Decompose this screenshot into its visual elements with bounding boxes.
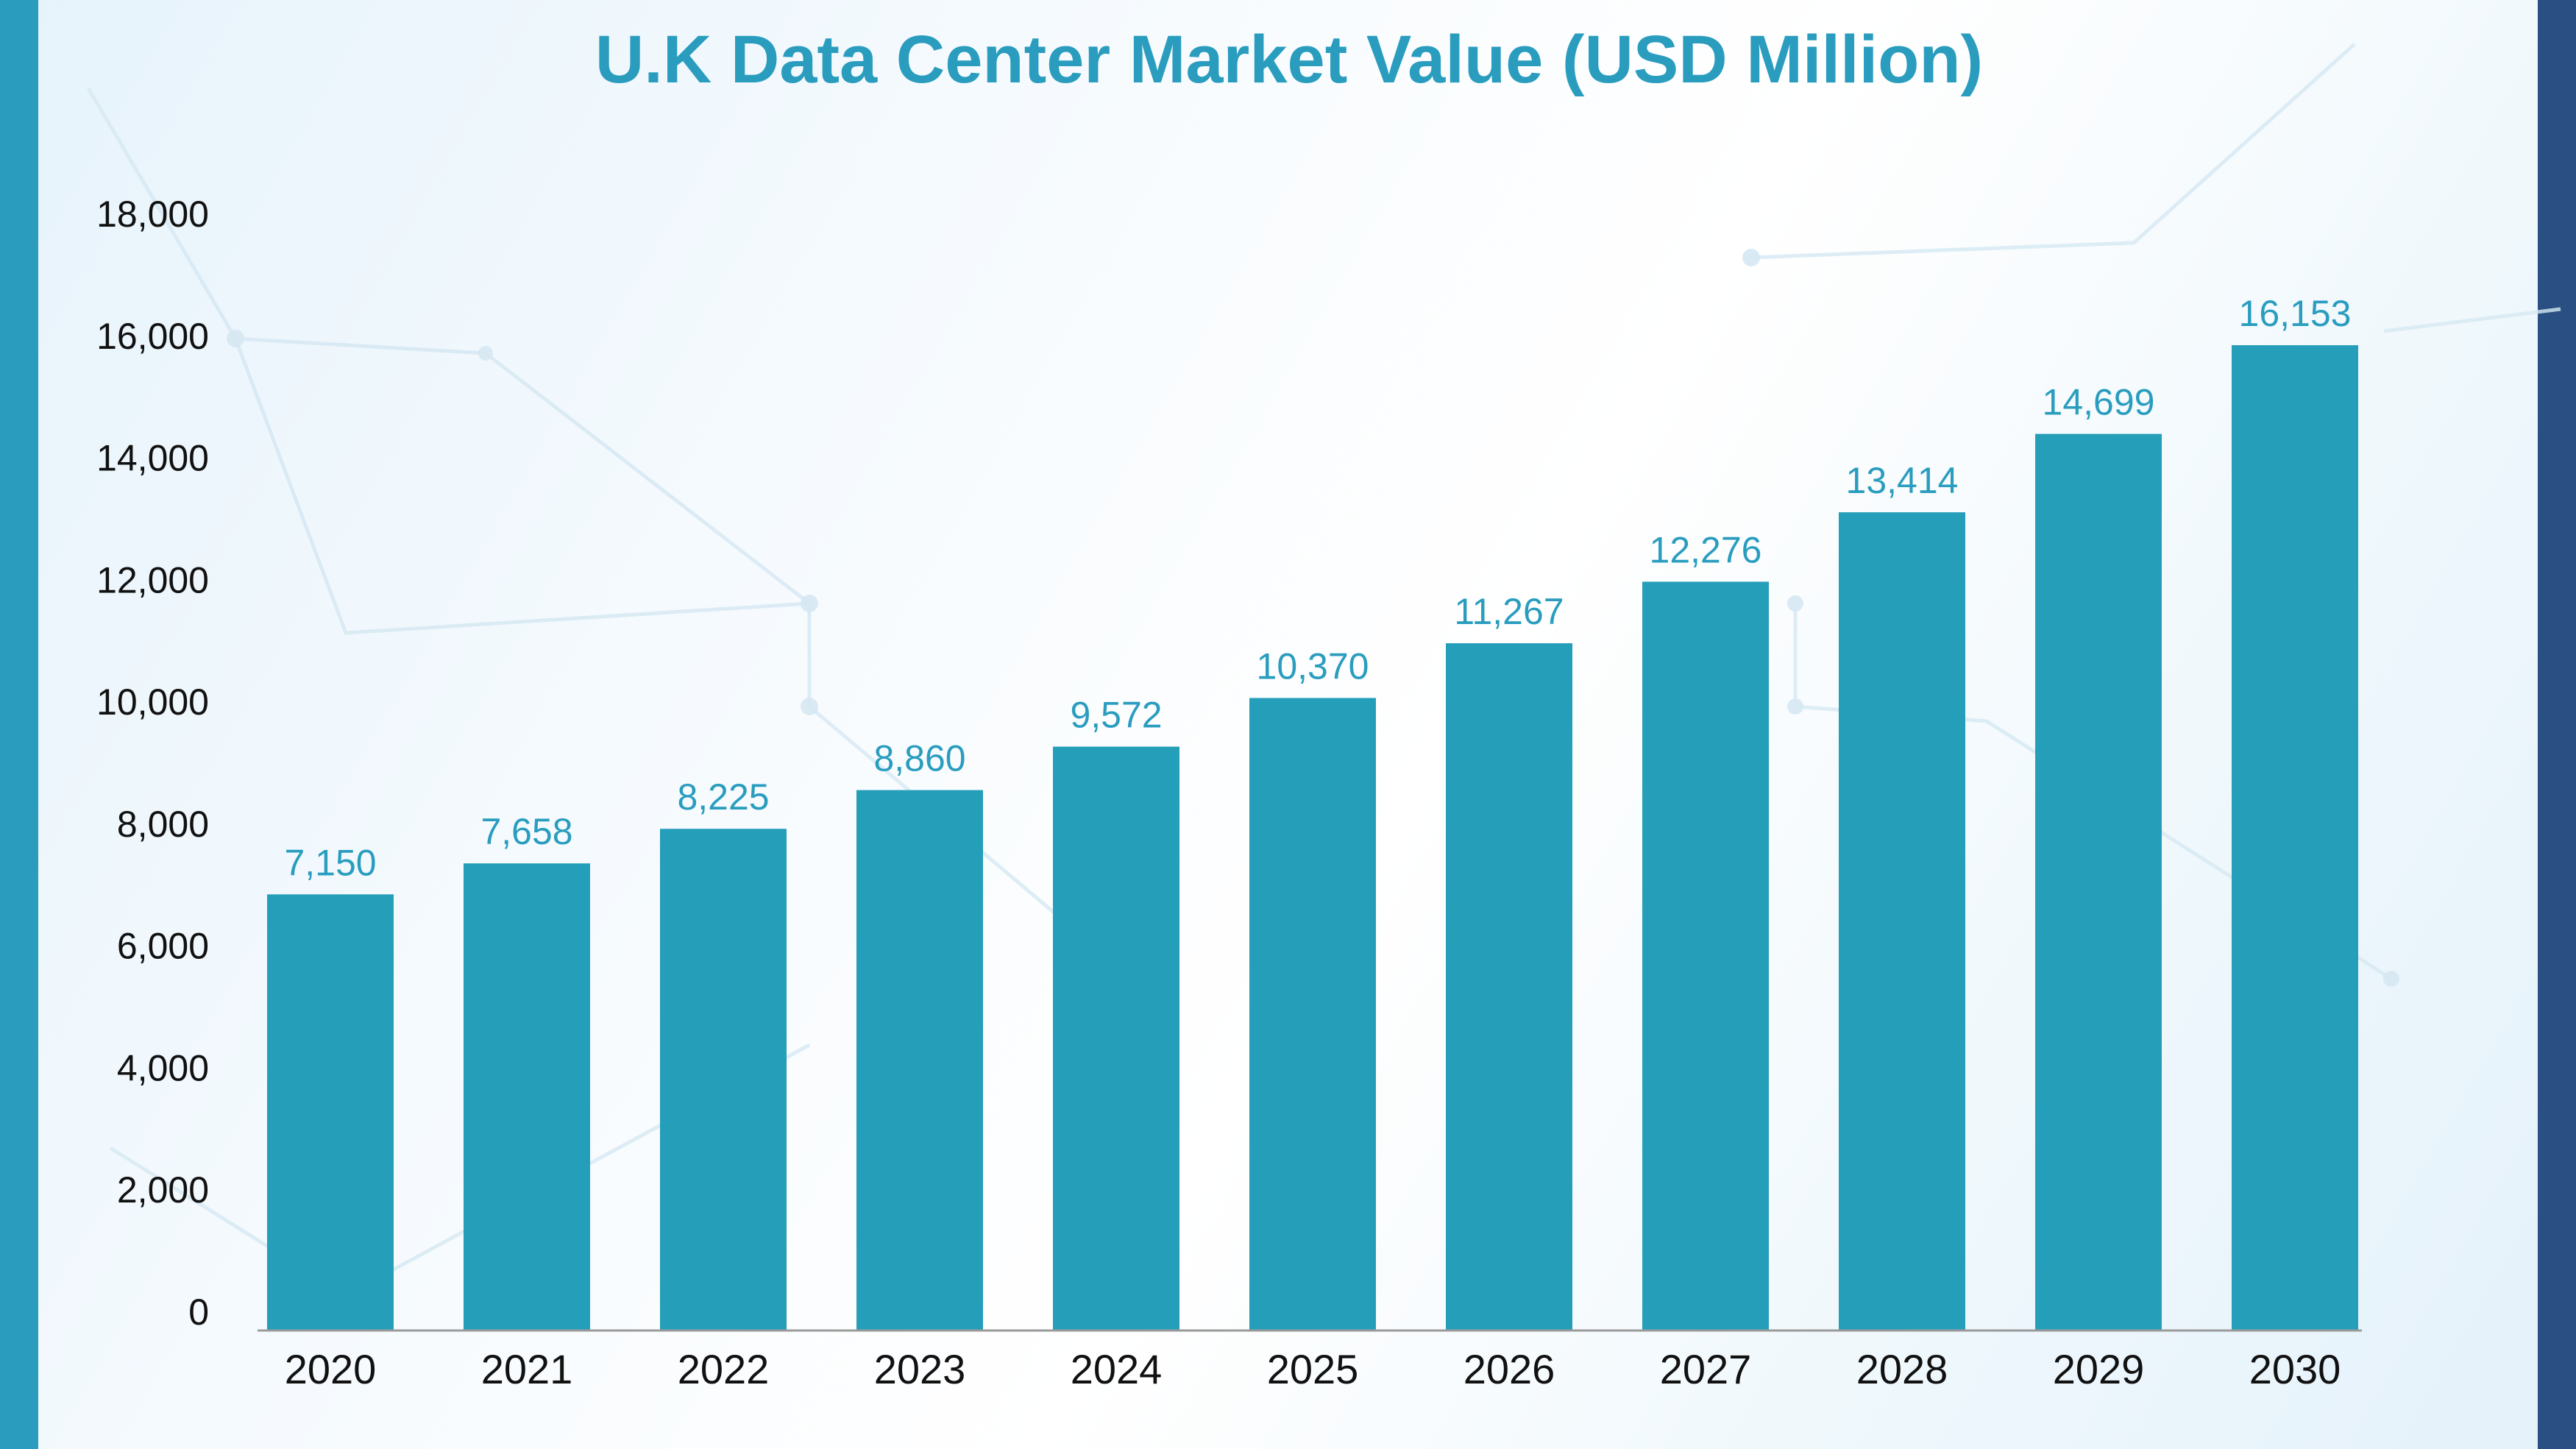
value-label-2024: 9,572	[1070, 695, 1162, 736]
y-tick-label: 14,000	[96, 438, 209, 479]
right-accent-band	[2538, 0, 2576, 1449]
y-tick-label: 8,000	[117, 804, 209, 845]
x-tick-label-2027: 2027	[1660, 1346, 1752, 1392]
y-axis-ticks: 0 2,000 4,000 6,000 8,000 10,000 12,000 14,000 1…	[96, 194, 209, 1333]
value-labels: 7,150 7,658 8,225 8,860 9,572 10,370 11,267 12,…	[284, 293, 2351, 883]
y-tick-label: 4,000	[117, 1047, 209, 1088]
value-label-2027: 12,276	[1650, 529, 1762, 570]
x-tick-label-2023: 2023	[874, 1346, 966, 1392]
bar-2028	[1839, 512, 1965, 1331]
x-tick-label-2021: 2021	[481, 1346, 573, 1392]
y-tick-label: 16,000	[96, 316, 209, 357]
y-tick-label: 0	[188, 1292, 209, 1333]
value-label-2022: 8,225	[677, 776, 769, 818]
x-tick-label-2026: 2026	[1463, 1346, 1555, 1392]
bar-2025	[1249, 698, 1376, 1331]
y-tick-label: 12,000	[96, 559, 209, 600]
left-accent-band	[0, 0, 38, 1449]
x-tick-label-2020: 2020	[285, 1346, 377, 1392]
x-axis-labels: 2020 2021 2022 2023 2024 2025 2026 2027 2028 2029…	[285, 1346, 2341, 1392]
x-tick-label-2029: 2029	[2053, 1346, 2145, 1392]
chart-title: U.K Data Center Market Value (USD Millio…	[595, 22, 1983, 97]
bar-2026	[1446, 643, 1572, 1331]
y-tick-label: 2,000	[117, 1169, 209, 1211]
bar-2029	[2035, 433, 2162, 1331]
value-label-2029: 14,699	[2043, 382, 2155, 423]
y-tick-label: 10,000	[96, 681, 209, 723]
value-label-2030: 16,153	[2239, 293, 2352, 334]
bar-2021	[464, 863, 590, 1331]
bar-2024	[1053, 746, 1179, 1331]
background-network-nodes	[227, 249, 2399, 987]
bar-2023	[856, 790, 983, 1331]
bar-2027	[1642, 581, 1769, 1331]
bars	[267, 345, 2358, 1331]
x-tick-label-2028: 2028	[1856, 1346, 1948, 1392]
value-label-2025: 10,370	[1257, 645, 1369, 687]
value-label-2026: 11,267	[1454, 591, 1564, 632]
value-label-2028: 13,414	[1846, 460, 1959, 501]
x-tick-label-2025: 2025	[1267, 1346, 1359, 1392]
x-tick-label-2024: 2024	[1071, 1346, 1163, 1392]
value-label-2020: 7,150	[284, 842, 376, 883]
value-label-2023: 8,860	[873, 738, 965, 779]
bar-2030	[2232, 345, 2358, 1331]
y-tick-label: 6,000	[117, 926, 209, 967]
bar-2020	[267, 894, 394, 1331]
bar-2022	[660, 829, 787, 1331]
y-tick-label: 18,000	[96, 194, 209, 235]
value-label-2021: 7,658	[480, 811, 572, 852]
x-tick-label-2022: 2022	[678, 1346, 770, 1392]
x-tick-label-2030: 2030	[2249, 1346, 2341, 1392]
